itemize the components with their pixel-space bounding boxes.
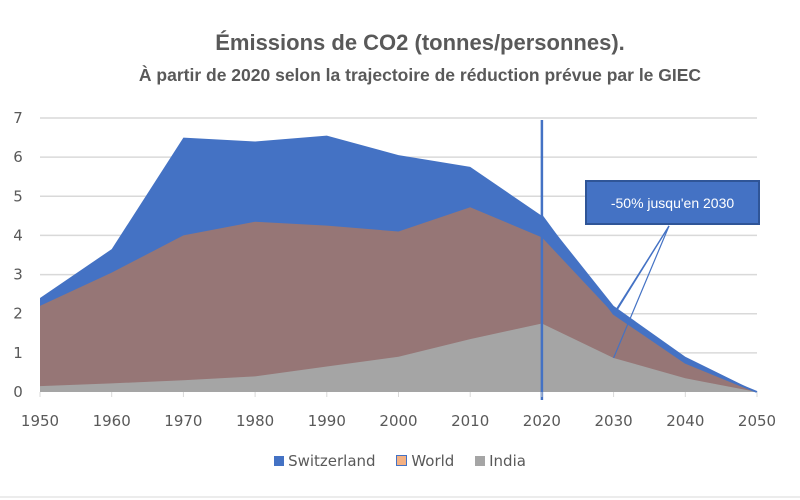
- x-tick-label: 1960: [93, 412, 131, 430]
- x-tick-label: 2030: [595, 412, 633, 430]
- x-tick-label: 2000: [379, 412, 417, 430]
- legend-label: India: [489, 452, 526, 470]
- y-tick-label: 6: [13, 148, 23, 166]
- x-tick-label: 1980: [236, 412, 274, 430]
- legend-item-world: World: [396, 452, 454, 470]
- legend-item-switzerland: Switzerland: [274, 452, 376, 470]
- x-tick-label: 1970: [164, 412, 202, 430]
- area-india: [40, 323, 757, 392]
- legend-label: Switzerland: [288, 452, 376, 470]
- x-tick-label: 2040: [666, 412, 704, 430]
- y-tick-label: 7: [13, 109, 23, 127]
- y-tick-label: 4: [13, 226, 23, 244]
- legend-swatch-india: [475, 456, 486, 466]
- x-tick-label: 2020: [523, 412, 561, 430]
- y-tick-label: 5: [13, 187, 23, 205]
- x-tick-label: 1990: [308, 412, 346, 430]
- x-tick-label: 1950: [21, 412, 59, 430]
- world-outline: [541, 215, 758, 393]
- annotation-callout: -50% jusqu'en 2030: [585, 180, 760, 225]
- chart-subtitle: À partir de 2020 selon la trajectoire de…: [138, 65, 702, 85]
- y-tick-label: 0: [13, 383, 23, 401]
- x-tick-label: 2010: [451, 412, 489, 430]
- y-tick-label: 1: [13, 344, 23, 362]
- callout-leader-line: [613, 225, 670, 315]
- legend-label: World: [411, 452, 455, 470]
- chart-title: Émissions de CO2 (tonnes/personnes).: [215, 30, 625, 55]
- annotation-text: -50% jusqu'en 2030: [610, 194, 735, 211]
- x-tick-label: 2050: [738, 412, 776, 430]
- y-tick-label: 2: [13, 305, 23, 323]
- callout-leader-line: [613, 225, 670, 359]
- y-tick-label: 3: [13, 266, 23, 284]
- legend-swatch-world: [396, 455, 408, 466]
- legend: Switzerland World India: [0, 452, 800, 470]
- legend-swatch-switzerland: [274, 456, 285, 466]
- legend-item-india: India: [475, 452, 526, 470]
